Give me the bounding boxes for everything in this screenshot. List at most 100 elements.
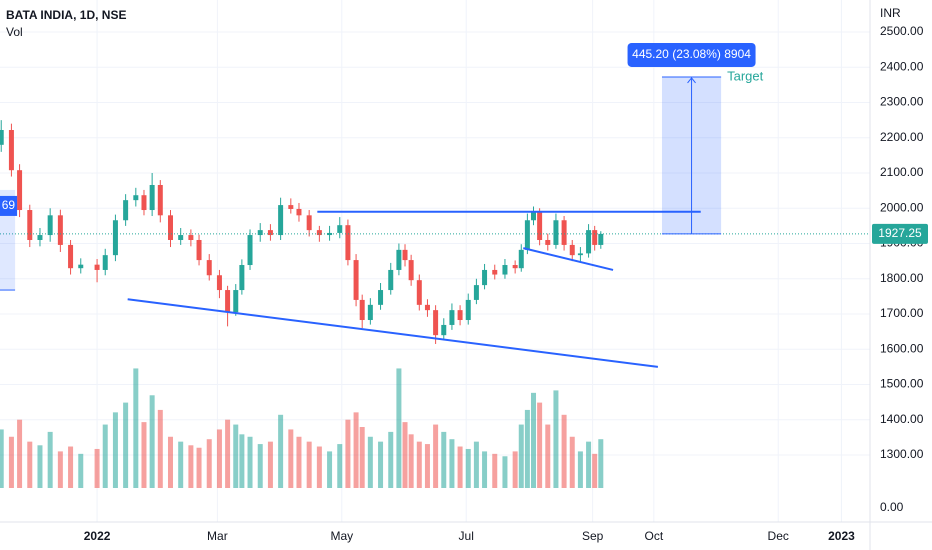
- volume-bar: [141, 422, 147, 488]
- left-measure-label: 69: [2, 198, 16, 212]
- candle-body: [416, 280, 422, 305]
- volume-bar: [327, 451, 333, 488]
- axes-layer: 1300.00 1400.00 1500.00 1600.00 1700.00 1800.…: [84, 24, 928, 543]
- y-tick-label: 2300.00: [880, 95, 924, 109]
- volume-bar: [553, 390, 559, 488]
- volume-bar: [68, 446, 74, 488]
- left-measure-label-box: [0, 195, 18, 216]
- candle-body: [267, 230, 273, 236]
- y-tick-label: 1600.00: [880, 341, 924, 355]
- volume-bar: [441, 431, 447, 488]
- measure-label-box: [627, 42, 756, 67]
- trend-line: [127, 298, 659, 368]
- candle-body: [102, 255, 108, 270]
- volume-bar: [316, 446, 322, 488]
- candle-body: [68, 244, 74, 269]
- candle-body: [278, 205, 284, 236]
- volume-bar: [592, 453, 598, 488]
- volume-bar: [457, 446, 463, 488]
- candle-body: [206, 260, 212, 276]
- candle-body: [378, 290, 384, 305]
- volume-bar: [225, 419, 231, 488]
- candle-body: [531, 212, 537, 221]
- volume-bar: [545, 424, 551, 488]
- chart-title: BATA INDIA, 1D, NSE: [6, 8, 126, 22]
- candle-body: [388, 269, 394, 291]
- candle-body: [592, 230, 598, 245]
- volume-bar: [577, 451, 583, 488]
- candle-body: [561, 220, 567, 245]
- y-tick-label: 1500.00: [880, 377, 924, 391]
- volume-bar: [8, 436, 14, 488]
- y-tick-label: 2000.00: [880, 200, 924, 214]
- candle-body: [306, 215, 312, 231]
- volume-bar: [396, 368, 402, 488]
- volume-bar: [424, 444, 430, 488]
- volume-bar: [239, 434, 245, 488]
- candle-body: [473, 285, 479, 300]
- x-tick-label: Oct: [644, 529, 663, 543]
- volume-bar: [306, 441, 312, 488]
- volume-bar: [598, 439, 604, 488]
- candle-body: [94, 264, 100, 270]
- volume-bar: [367, 436, 373, 488]
- candle-body: [433, 310, 439, 336]
- candle-body: [288, 205, 294, 209]
- candle-body: [367, 304, 373, 321]
- volume-bar: [78, 453, 84, 488]
- candle-body: [123, 200, 129, 221]
- x-tick-label: May: [330, 529, 353, 543]
- candle-body: [78, 264, 84, 269]
- candle-body: [408, 260, 414, 281]
- volume-bar: [149, 395, 155, 488]
- volume-bar: [502, 456, 508, 488]
- y-tick-label: 2100.00: [880, 165, 924, 179]
- volume-bar: [512, 451, 518, 488]
- volume-bar: [257, 444, 263, 488]
- x-tick-label: 2023: [828, 529, 855, 543]
- candle-body: [449, 310, 455, 325]
- volume-bar: [345, 419, 351, 488]
- candle-body: [188, 235, 194, 240]
- candle-body: [482, 269, 488, 286]
- volume-bar: [102, 424, 108, 488]
- volume-bar: [465, 448, 471, 488]
- volume-bar: [416, 441, 422, 488]
- volume-bar: [378, 441, 384, 488]
- candle-body: [327, 232, 333, 236]
- candle-body: [216, 275, 222, 291]
- x-tick-label: Sep: [582, 529, 604, 543]
- y-tick-label: 2500.00: [880, 24, 924, 38]
- candle-body: [296, 208, 302, 216]
- volume-bar: [216, 429, 222, 488]
- volume-bar: [531, 392, 537, 488]
- trend-line: [523, 247, 614, 271]
- y-tick-label: 2400.00: [880, 59, 924, 73]
- volume-bar: [482, 451, 488, 488]
- candle-body: [233, 290, 239, 313]
- candle-body: [512, 265, 518, 269]
- volume-bar: [57, 451, 63, 488]
- volume-bar: [449, 439, 455, 488]
- candle-body: [239, 265, 245, 291]
- volume-bar: [188, 445, 194, 488]
- volume-bar: [267, 441, 273, 488]
- volume-bar: [408, 434, 414, 488]
- candle-body: [157, 184, 163, 216]
- candle-body: [196, 239, 202, 261]
- volume-bar: [233, 424, 239, 488]
- candle-body: [457, 310, 463, 321]
- candle-body: [17, 170, 23, 211]
- candle-body: [167, 215, 173, 240]
- volume-bar: [337, 444, 343, 488]
- volume-bar: [112, 412, 118, 488]
- volume-bar: [569, 436, 575, 488]
- candle-body: [47, 215, 53, 236]
- candle-body: [424, 304, 430, 311]
- x-tick-label: Dec: [768, 529, 789, 543]
- candle-body: [586, 230, 592, 254]
- candle-body: [247, 235, 253, 266]
- candle-body: [345, 225, 351, 261]
- volume-bar: [247, 436, 253, 488]
